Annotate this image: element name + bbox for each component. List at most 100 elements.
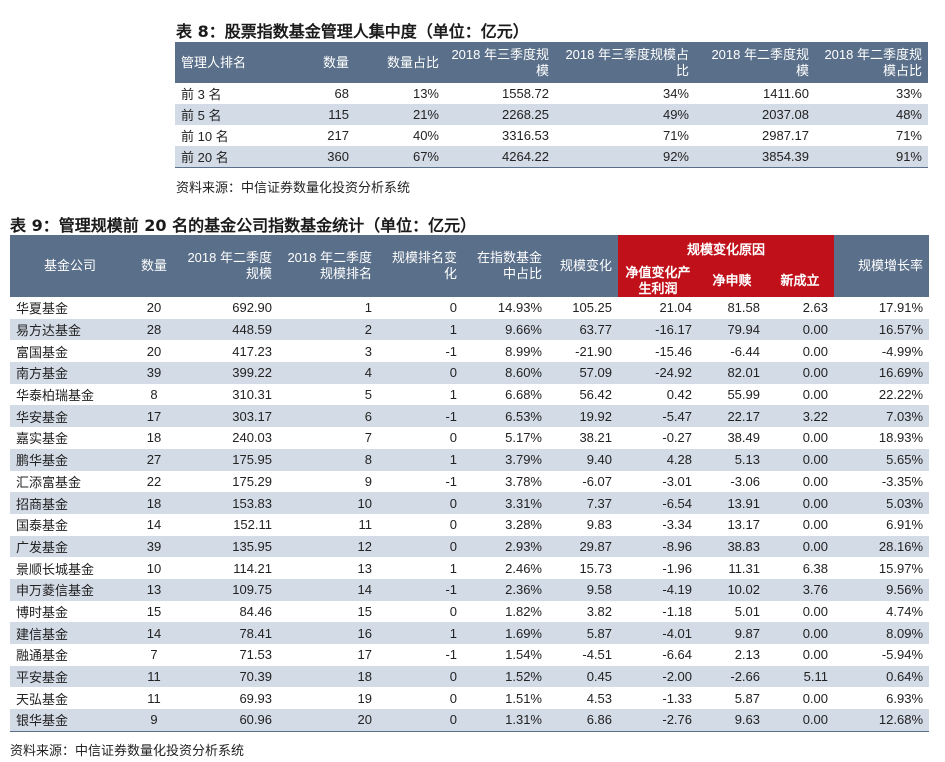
table-cell: 135.95 [178, 535, 278, 558]
table-cell: 18 [130, 492, 178, 514]
table-cell: 10 [130, 557, 178, 579]
header-reason-group: 规模变化原因 [618, 235, 835, 265]
table-cell: 3 [278, 340, 378, 363]
table-cell: 91% [815, 146, 928, 168]
table-cell: 3.78% [463, 470, 548, 493]
table-cell: 2.13 [698, 644, 766, 666]
table-cell: 13 [130, 578, 178, 601]
table-cell: 广发基金 [10, 535, 130, 558]
table-cell: 0.00 [766, 622, 835, 644]
table-cell: 1 [378, 448, 463, 471]
table-cell: 81.58 [698, 297, 766, 319]
header-rank-change: 规模排名变化 [378, 235, 463, 297]
table-cell: -1 [378, 405, 463, 428]
table-cell: 0 [378, 535, 463, 558]
table-cell: 1.69% [463, 622, 548, 644]
table-cell: 前 20 名 [175, 146, 285, 168]
table-cell: 13.91 [698, 492, 766, 514]
table-cell: 5.11 [766, 665, 835, 688]
table-cell: 69.93 [178, 687, 278, 710]
table-row: 天弘基金 11 69.93 19 0 1.51% 4.53 -1.33 5.87 0.00 6.93… [10, 687, 930, 710]
table-cell: 5.87 [698, 687, 766, 710]
table-cell: 27 [130, 448, 178, 471]
table-row: 汇添富基金 22 175.29 9 -1 3.78% -6.07 -3.01 -3.06 0.00… [10, 470, 930, 493]
table-cell: 0 [378, 687, 463, 710]
header-count-share: 数量占比 [355, 42, 445, 83]
table-cell: 417.23 [178, 340, 278, 363]
table-cell: 4264.22 [445, 146, 555, 168]
table-cell: 0.00 [766, 709, 835, 732]
table-cell: 1558.72 [445, 83, 555, 104]
table-cell: 7 [278, 427, 378, 449]
table8-source: 资料来源：中信证券数量化投资分析系统 [176, 181, 411, 196]
table-cell: -3.34 [618, 513, 698, 536]
header-new-fund: 新成立 [766, 265, 835, 297]
table-cell: 21.04 [618, 297, 698, 319]
table-cell: 19 [278, 687, 378, 710]
table-cell: 40% [355, 125, 445, 146]
table-cell: 38.49 [698, 427, 766, 449]
table-cell: -6.54 [618, 492, 698, 514]
table-cell: 0.00 [766, 362, 835, 384]
table-cell: -3.01 [618, 470, 698, 493]
table-cell: 16.57% [834, 318, 930, 341]
table-cell: 华安基金 [10, 405, 130, 428]
table-cell: 南方基金 [10, 362, 130, 384]
table-cell: 13% [355, 83, 445, 104]
table-cell: 11 [130, 665, 178, 688]
table-cell: 33% [815, 83, 928, 104]
table-cell: 5.01 [698, 600, 766, 623]
table-cell: 0.00 [766, 535, 835, 558]
table-cell: 11.31 [698, 557, 766, 579]
table-cell: 79.94 [698, 318, 766, 341]
table-cell: 14.93% [463, 297, 548, 319]
table-cell: 0.00 [766, 492, 835, 514]
table-cell: -5.94% [834, 644, 930, 666]
table-cell: -2.00 [618, 665, 698, 688]
table-cell: 57.09 [548, 362, 618, 384]
header-share: 在指数基金中占比 [463, 235, 548, 297]
header-q2-scale: 2018 年二季度规模 [178, 235, 278, 297]
table-cell: 12.68% [834, 709, 930, 732]
header-growth-rate: 规模增长率 [834, 235, 930, 297]
table-row: 富国基金 20 417.23 3 -1 8.99% -21.90 -15.46 -6.44 0.0… [10, 340, 930, 363]
table-cell: -1 [378, 578, 463, 601]
table-cell: 0.00 [766, 383, 835, 406]
table-cell: 18.93% [834, 427, 930, 449]
table-cell: 60.96 [178, 709, 278, 732]
table-cell: 8 [278, 448, 378, 471]
table-cell: 92% [555, 146, 695, 168]
table-cell: 1 [378, 383, 463, 406]
table-cell: 0.00 [766, 644, 835, 666]
table-cell: -1.33 [618, 687, 698, 710]
table-cell: -6.07 [548, 470, 618, 493]
table-cell: -3.06 [698, 470, 766, 493]
table-cell: 9.83 [548, 513, 618, 536]
table-cell: 2268.25 [445, 104, 555, 125]
table-cell: 8 [130, 383, 178, 406]
header-nav-profit: 净值变化产生利润 [618, 265, 698, 297]
table-cell: 15.97% [834, 557, 930, 579]
table-cell: 109.75 [178, 578, 278, 601]
table-cell: 360 [285, 146, 355, 168]
header-q2-scale: 2018 年二季度规模 [695, 42, 815, 83]
table-cell: 217 [285, 125, 355, 146]
table-row: 华泰柏瑞基金 8 310.31 5 1 6.68% 56.42 0.42 55.99 0.00 22… [10, 383, 930, 406]
table-cell: 3.28% [463, 513, 548, 536]
table-row: 华夏基金 20 692.90 1 0 14.93% 105.25 21.04 81.58 2.63… [10, 297, 930, 319]
table-cell: 1 [378, 557, 463, 579]
table-cell: 71.53 [178, 644, 278, 666]
header-q2-scale-share: 2018 年二季度规模占比 [815, 42, 928, 83]
table-row: 前 20 名 360 67% 4264.22 92% 3854.39 91% [175, 146, 928, 168]
table-cell: 82.01 [698, 362, 766, 384]
table-cell: 0.00 [766, 513, 835, 536]
table-cell: 易方达基金 [10, 318, 130, 341]
table-cell: -16.17 [618, 318, 698, 341]
table-cell: 1.51% [463, 687, 548, 710]
table-cell: 2 [278, 318, 378, 341]
table-cell: 富国基金 [10, 340, 130, 363]
table-cell: 9.66% [463, 318, 548, 341]
table-cell: 39 [130, 535, 178, 558]
table-cell: 20 [130, 297, 178, 319]
table-row: 建信基金 14 78.41 16 1 1.69% 5.87 -4.01 9.87 0.00 8.09… [10, 622, 930, 644]
